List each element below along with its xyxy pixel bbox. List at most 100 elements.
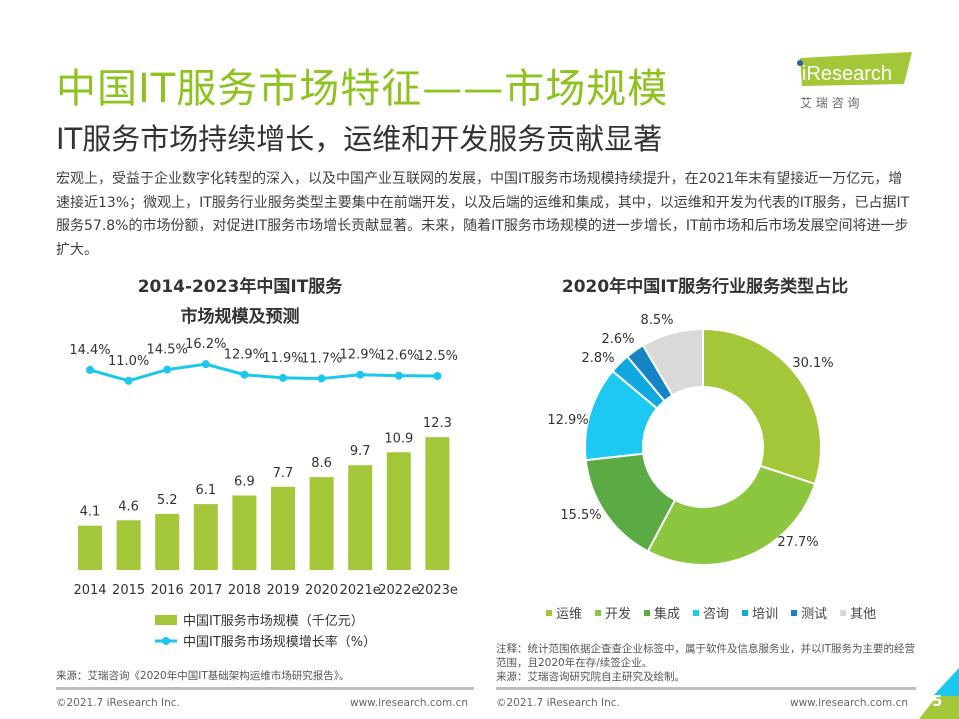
legend-swatch: [546, 609, 552, 616]
growth-label-2017: 16.2%: [185, 337, 226, 352]
x-tick-2023e: 2023e: [417, 583, 458, 598]
growth-point-2016: [163, 365, 172, 374]
legend-swatch: [791, 609, 798, 616]
bar-2020: [309, 477, 334, 570]
legend-label: 其他: [850, 607, 877, 622]
footer-url-right[interactable]: www.iresearch.com.cn: [790, 697, 909, 709]
growth-point-2018: [240, 370, 249, 379]
bar-2022e: [386, 452, 411, 570]
page-title: 中国IT服务市场特征——市场规模: [56, 66, 669, 112]
x-tick-2015: 2015: [112, 583, 145, 598]
iresearch-logo: iResearch 艾 瑞 咨 询: [790, 52, 915, 110]
legend-item-其他: 其他: [840, 603, 876, 622]
body-text: 宏观上，受益于企业数字化转型的深入，以及中国产业互联网的发展，中国IT服务市场规…: [56, 171, 910, 258]
x-tick-2019: 2019: [266, 583, 299, 598]
legend-item-咨询: 咨询: [693, 603, 729, 622]
bar-2014: [78, 525, 102, 570]
page-subtitle: IT服务市场持续增长，运维和开发服务贡献显著: [56, 122, 663, 156]
legend-swatch: [644, 609, 651, 616]
page-number: 5: [932, 692, 943, 710]
bar-label-2015: 4.6: [118, 499, 139, 514]
x-tick-2020: 2020: [305, 583, 338, 598]
svg-text:iResearch: iResearch: [802, 63, 892, 85]
growth-line: [89, 362, 438, 383]
growth-point-2021e: [356, 370, 365, 379]
footer-copyright-right: ©2021.7 iResearch Inc.: [496, 697, 620, 709]
growth-point-2022e: [394, 371, 403, 380]
legend-label: 集成: [654, 607, 681, 622]
slice-其他: [641, 327, 704, 397]
growth-point-2020: [317, 374, 326, 383]
legend-swatch: [840, 609, 847, 616]
growth-point-2014: [86, 365, 94, 374]
x-tick-2021e: 2021e: [340, 583, 381, 598]
growth-label-2018: 12.9%: [224, 348, 265, 363]
bar-line-chart: 4.1 2014 4.6 2015 5.2 2016 6.1 2017 6.9 2018 7.7 20…: [69, 337, 458, 598]
legend-swatch: [693, 609, 700, 616]
legend-line-swatch: [155, 636, 177, 645]
bar-2019: [271, 486, 295, 570]
bar-label-2017: 6.1: [195, 483, 216, 498]
slice-label-咨询: 12.9%: [547, 413, 588, 428]
legend-swatch: [595, 609, 602, 616]
right-note: 注释：统计范围依据企查查企业标签中，属于软件及信息服务业，并以IT服务为主要的经…: [496, 643, 916, 669]
footer-divider-right: [496, 687, 916, 690]
slice-运维: [702, 327, 822, 486]
x-tick-2017: 2017: [189, 583, 222, 598]
left-chart-title-line2: 市场规模及预测: [180, 307, 300, 327]
legend-bar-label: 中国IT服务市场规模（千亿元）: [183, 614, 364, 629]
bar-label-2019: 7.7: [273, 466, 294, 481]
legend-line: 中国IT服务市场规模增长率（%）: [155, 631, 376, 650]
right-chart-title: 2020年中国IT服务行业服务类型占比: [561, 277, 849, 297]
legend-item-集成: 集成: [644, 603, 680, 622]
slice-label-测试: 2.6%: [601, 332, 634, 347]
legend-label: 开发: [605, 607, 632, 622]
legend-line-label: 中国IT服务市场规模增长率（%）: [183, 635, 377, 650]
growth-point-2023e: [433, 372, 442, 380]
growth-point-2019: [279, 373, 287, 382]
x-tick-2014: 2014: [73, 583, 106, 598]
x-tick-2018: 2018: [228, 583, 261, 598]
growth-label-2021e: 12.9%: [340, 348, 381, 363]
bar-2018: [232, 495, 257, 570]
footer-url-left[interactable]: www.iresearch.com.cn: [350, 697, 469, 709]
bar-label-2018: 6.9: [234, 474, 255, 489]
slice-label-运维: 30.1%: [792, 356, 833, 371]
bar-2021e: [348, 465, 373, 570]
legend-item-测试: 测试: [791, 603, 827, 622]
bar-label-2016: 5.2: [157, 493, 178, 508]
footer-divider-left: [56, 687, 474, 690]
bar-label-2023e: 12.3: [423, 416, 452, 431]
legend-label: 咨询: [703, 607, 730, 622]
growth-label-2023e: 12.5%: [417, 349, 458, 364]
legend-item-培训: 培训: [742, 603, 778, 622]
slice-label-培训: 2.8%: [581, 351, 614, 366]
growth-label-2022e: 12.6%: [378, 349, 419, 364]
legend-bar-swatch: [155, 614, 177, 625]
slice-label-开发: 27.7%: [777, 535, 818, 550]
slice-label-集成: 15.5%: [560, 508, 601, 523]
donut-chart: 30.1% 27.7% 15.5% 12.9% 2.8% 2.6% 8.5%: [547, 313, 834, 566]
growth-label-2015: 11.0%: [108, 354, 149, 369]
growth-label-2020: 11.7%: [301, 352, 342, 367]
growth-label-2016: 14.5%: [147, 343, 188, 358]
legend-swatch: [742, 609, 749, 616]
growth-label-2014: 14.4%: [69, 343, 110, 358]
left-chart-title-line1: 2014-2023年中国IT服务: [137, 277, 343, 297]
bar-label-2020: 8.6: [311, 456, 332, 471]
svg-text:艾 瑞 咨 询: 艾 瑞 咨 询: [800, 95, 859, 110]
bar-2015: [116, 520, 141, 570]
growth-point-2015: [124, 376, 133, 385]
legend-item-运维: 运维: [546, 603, 582, 622]
slice-label-其他: 8.5%: [640, 313, 673, 328]
slice-开发: [646, 464, 817, 566]
legend-label: 运维: [556, 607, 583, 622]
growth-label-2019: 11.9%: [262, 351, 303, 366]
donut-legend: 运维 开发 集成 咨询 培训 测试 其他: [546, 603, 876, 622]
left-source: 来源：艾瑞咨询《2020年中国IT基础架构运维市场研究报告》。: [56, 670, 350, 682]
bar-2023e: [425, 437, 450, 570]
legend-label: 培训: [752, 607, 779, 622]
bar-2017: [193, 504, 218, 570]
legend-item-开发: 开发: [595, 603, 631, 622]
bar-label-2014: 4.1: [80, 505, 101, 520]
